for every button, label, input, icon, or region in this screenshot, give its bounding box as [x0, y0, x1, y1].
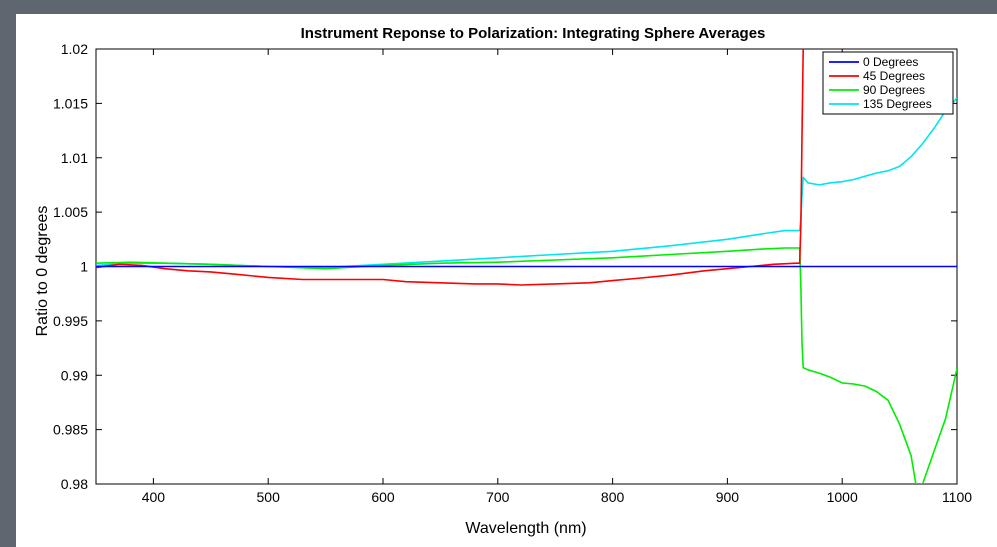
- x-tick-label: 600: [371, 489, 395, 505]
- x-tick-label: 800: [601, 489, 625, 505]
- y-tick-label: 1.01: [61, 150, 88, 166]
- x-axis-title: Wavelength (nm): [465, 520, 586, 537]
- y-tick-label: 0.985: [53, 422, 88, 438]
- y-tick-label: 0.99: [61, 367, 88, 383]
- legend-label: 0 Degrees: [863, 55, 918, 69]
- y-tick-label: 1: [80, 259, 88, 275]
- chart-title: Instrument Reponse to Polarization: Inte…: [301, 25, 766, 42]
- x-tick-label: 700: [486, 489, 510, 505]
- y-axis-title: Ratio to 0 degrees: [34, 206, 51, 337]
- legend-label: 135 Degrees: [863, 97, 932, 111]
- x-tick-label: 1000: [827, 489, 858, 505]
- line-chart: Instrument Reponse to Polarization: Inte…: [16, 14, 997, 547]
- y-tick-label: 0.98: [61, 476, 88, 492]
- x-tick-label: 1100: [942, 489, 972, 505]
- legend-label: 90 Degrees: [863, 83, 925, 97]
- x-tick-label: 500: [257, 489, 281, 505]
- y-tick-label: 0.995: [53, 313, 88, 329]
- x-tick-label: 900: [716, 489, 740, 505]
- x-tick-label: 400: [142, 489, 166, 505]
- y-tick-label: 1.005: [53, 204, 88, 220]
- y-tick-label: 1.015: [53, 95, 88, 111]
- figure: Instrument Reponse to Polarization: Inte…: [16, 14, 997, 547]
- y-tick-label: 1.02: [61, 41, 88, 57]
- legend-label: 45 Degrees: [863, 69, 925, 83]
